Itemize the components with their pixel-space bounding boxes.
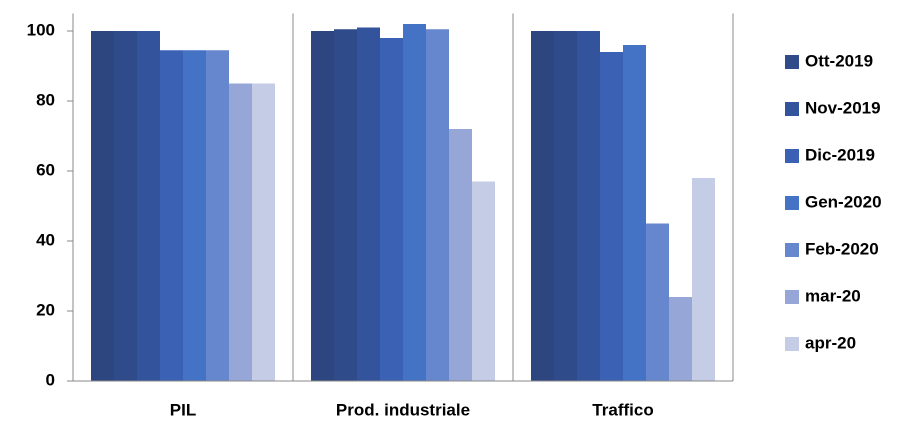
x-tick-label: Prod. industriale bbox=[336, 400, 470, 419]
legend-label: Dic-2019 bbox=[805, 145, 875, 164]
bar bbox=[252, 83, 275, 381]
bar bbox=[114, 31, 137, 381]
bar bbox=[554, 31, 577, 381]
legend-swatch bbox=[785, 149, 799, 163]
legend-label: Ott-2019 bbox=[805, 51, 873, 70]
y-tick-label: 40 bbox=[36, 230, 55, 249]
bar bbox=[137, 31, 160, 381]
bar bbox=[692, 178, 715, 381]
bar bbox=[334, 29, 357, 381]
y-tick-label: 60 bbox=[36, 160, 55, 179]
legend-label: Gen-2020 bbox=[805, 192, 882, 211]
legend-label: Nov-2019 bbox=[805, 98, 881, 117]
bar bbox=[183, 50, 206, 381]
bar bbox=[91, 31, 114, 381]
bar bbox=[380, 38, 403, 381]
y-tick-label: 20 bbox=[36, 300, 55, 319]
legend-label: apr-20 bbox=[805, 333, 856, 352]
y-tick-label: 100 bbox=[27, 20, 55, 39]
legend-swatch bbox=[785, 290, 799, 304]
y-tick-label: 0 bbox=[46, 370, 55, 389]
bar bbox=[449, 129, 472, 381]
legend-swatch bbox=[785, 196, 799, 210]
bar bbox=[669, 297, 692, 381]
bar bbox=[206, 50, 229, 381]
bar bbox=[403, 24, 426, 381]
bar bbox=[623, 45, 646, 381]
legend-swatch bbox=[785, 243, 799, 257]
bar bbox=[311, 31, 334, 381]
y-tick-label: 80 bbox=[36, 90, 55, 109]
bar bbox=[600, 52, 623, 381]
bar bbox=[357, 27, 380, 381]
bar bbox=[577, 31, 600, 381]
bar bbox=[426, 29, 449, 381]
bar bbox=[229, 83, 252, 381]
bar bbox=[472, 181, 495, 381]
x-tick-label: Traffico bbox=[592, 400, 653, 419]
legend-swatch bbox=[785, 102, 799, 116]
legend-swatch bbox=[785, 337, 799, 351]
legend-label: Feb-2020 bbox=[805, 239, 879, 258]
x-tick-label: PIL bbox=[170, 400, 196, 419]
bar bbox=[160, 50, 183, 381]
legend-swatch bbox=[785, 55, 799, 69]
legend-label: mar-20 bbox=[805, 286, 861, 305]
bar bbox=[531, 31, 554, 381]
bar bbox=[646, 223, 669, 381]
